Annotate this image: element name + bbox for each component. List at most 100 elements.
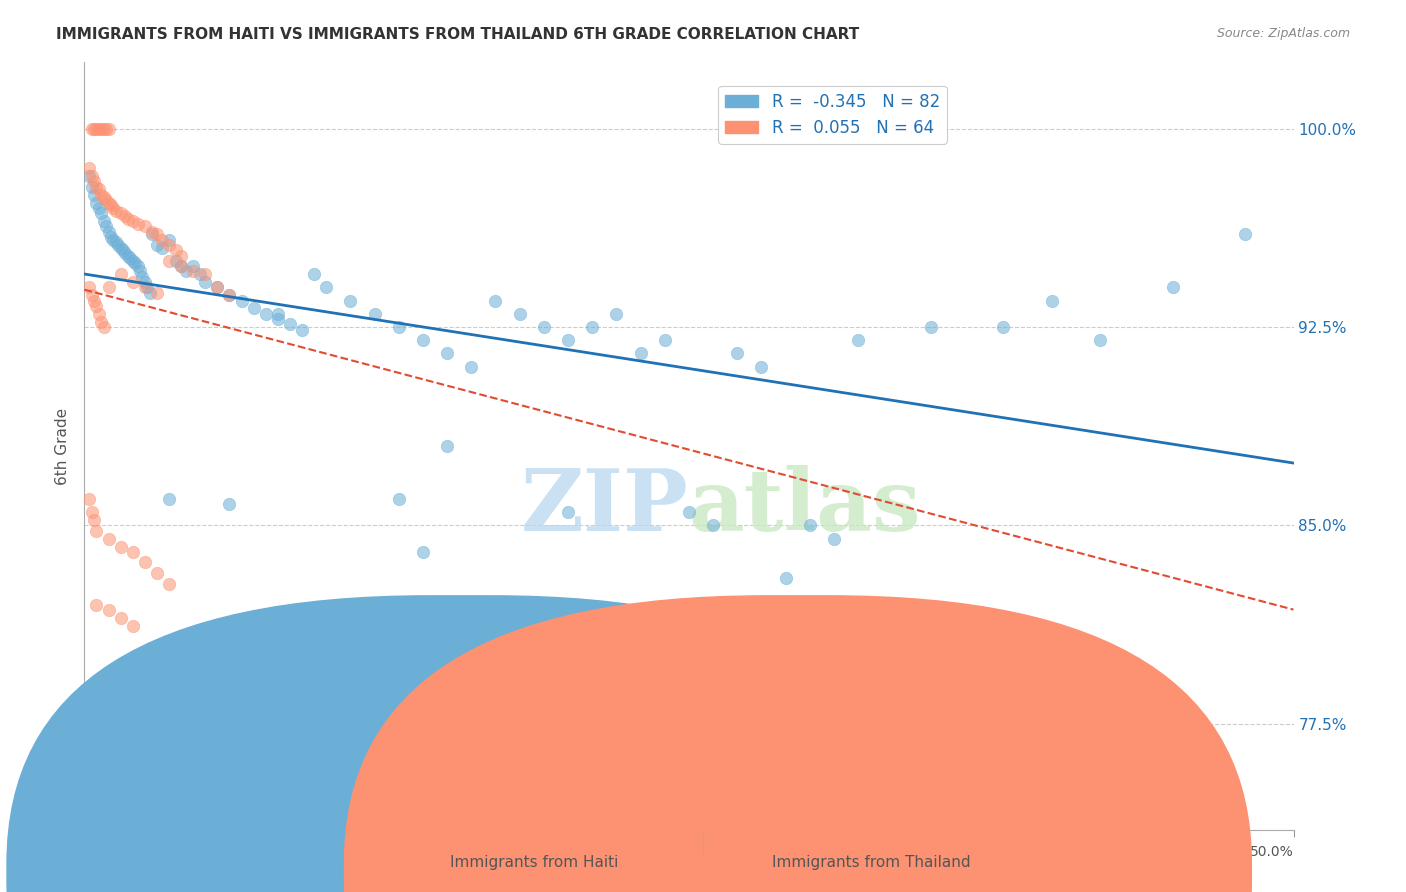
Point	[83, 174, 105, 188]
Point	[80, 505, 103, 519]
Point	[127, 259, 149, 273]
Point	[97, 280, 120, 294]
Point	[412, 545, 434, 559]
Point	[157, 233, 180, 247]
Text: IMMIGRANTS FROM HAITI VS IMMIGRANTS FROM THAILAND 6TH GRADE CORRELATION CHART: IMMIGRANTS FROM HAITI VS IMMIGRANTS FROM…	[56, 27, 859, 42]
Point	[170, 259, 193, 273]
Point	[557, 333, 579, 347]
Point	[146, 238, 169, 252]
Point	[121, 619, 143, 633]
Point	[131, 269, 153, 284]
Point	[581, 320, 603, 334]
Point	[146, 285, 169, 300]
Point	[86, 299, 108, 313]
Point	[242, 301, 264, 316]
Point	[87, 201, 110, 215]
Point	[460, 716, 482, 731]
Point	[80, 288, 103, 302]
Point	[207, 280, 229, 294]
Text: 50.0%: 50.0%	[1250, 845, 1294, 859]
Point	[605, 307, 627, 321]
Point	[94, 193, 117, 207]
Point	[412, 333, 434, 347]
Point	[86, 598, 108, 612]
Point	[77, 161, 100, 176]
Point	[484, 293, 506, 308]
Point	[97, 121, 120, 136]
Point	[339, 293, 361, 308]
Point	[278, 318, 301, 332]
Point	[83, 121, 105, 136]
Point	[87, 182, 110, 196]
Point	[157, 491, 180, 506]
Point	[254, 307, 277, 321]
Point	[533, 320, 555, 334]
Point	[134, 280, 156, 294]
Point	[150, 241, 173, 255]
Point	[86, 121, 108, 136]
Point	[80, 121, 103, 136]
Point	[104, 235, 127, 250]
Point	[100, 230, 122, 244]
Point	[104, 203, 127, 218]
Point	[90, 187, 112, 202]
Point	[94, 219, 117, 234]
Point	[134, 275, 156, 289]
Point	[90, 121, 112, 136]
Point	[1161, 280, 1184, 294]
Point	[83, 187, 105, 202]
Point	[110, 611, 132, 625]
Point	[83, 513, 105, 527]
Point	[388, 491, 411, 506]
Point	[103, 233, 125, 247]
Point	[302, 267, 325, 281]
Point	[80, 169, 103, 184]
Text: Source: ZipAtlas.com: Source: ZipAtlas.com	[1216, 27, 1350, 40]
Point	[363, 307, 385, 321]
Point	[207, 280, 229, 294]
Point	[114, 246, 136, 260]
Point	[267, 312, 290, 326]
Point	[993, 320, 1015, 334]
Point	[654, 333, 676, 347]
Point	[630, 346, 652, 360]
Legend: R =  -0.345   N = 82, R =  0.055   N = 64: R = -0.345 N = 82, R = 0.055 N = 64	[718, 87, 946, 144]
Point	[114, 209, 136, 223]
Point	[100, 198, 122, 212]
Point	[110, 540, 132, 554]
Text: Immigrants from Thailand: Immigrants from Thailand	[772, 855, 972, 870]
Point	[110, 206, 132, 220]
Point	[77, 169, 100, 184]
Point	[725, 346, 748, 360]
Point	[170, 248, 193, 262]
Point	[165, 244, 187, 258]
Point	[846, 333, 869, 347]
Point	[702, 518, 724, 533]
Text: ZIP: ZIP	[522, 466, 689, 549]
Point	[157, 253, 180, 268]
Point	[218, 288, 240, 302]
Point	[181, 264, 204, 278]
Point	[218, 497, 240, 511]
Point	[110, 241, 132, 255]
Point	[97, 532, 120, 546]
Point	[86, 179, 108, 194]
Point	[121, 545, 143, 559]
Point	[120, 251, 142, 265]
Point	[86, 195, 108, 210]
Point	[103, 201, 125, 215]
Point	[80, 179, 103, 194]
Point	[117, 211, 139, 226]
Point	[83, 293, 105, 308]
Point	[1088, 333, 1111, 347]
Point	[90, 206, 112, 220]
Point	[291, 323, 314, 337]
Point	[1234, 227, 1257, 242]
Text: atlas: atlas	[689, 466, 921, 549]
Point	[129, 264, 152, 278]
Point	[436, 346, 458, 360]
Point	[460, 359, 482, 374]
Point	[90, 315, 112, 329]
Point	[77, 280, 100, 294]
Point	[231, 293, 253, 308]
